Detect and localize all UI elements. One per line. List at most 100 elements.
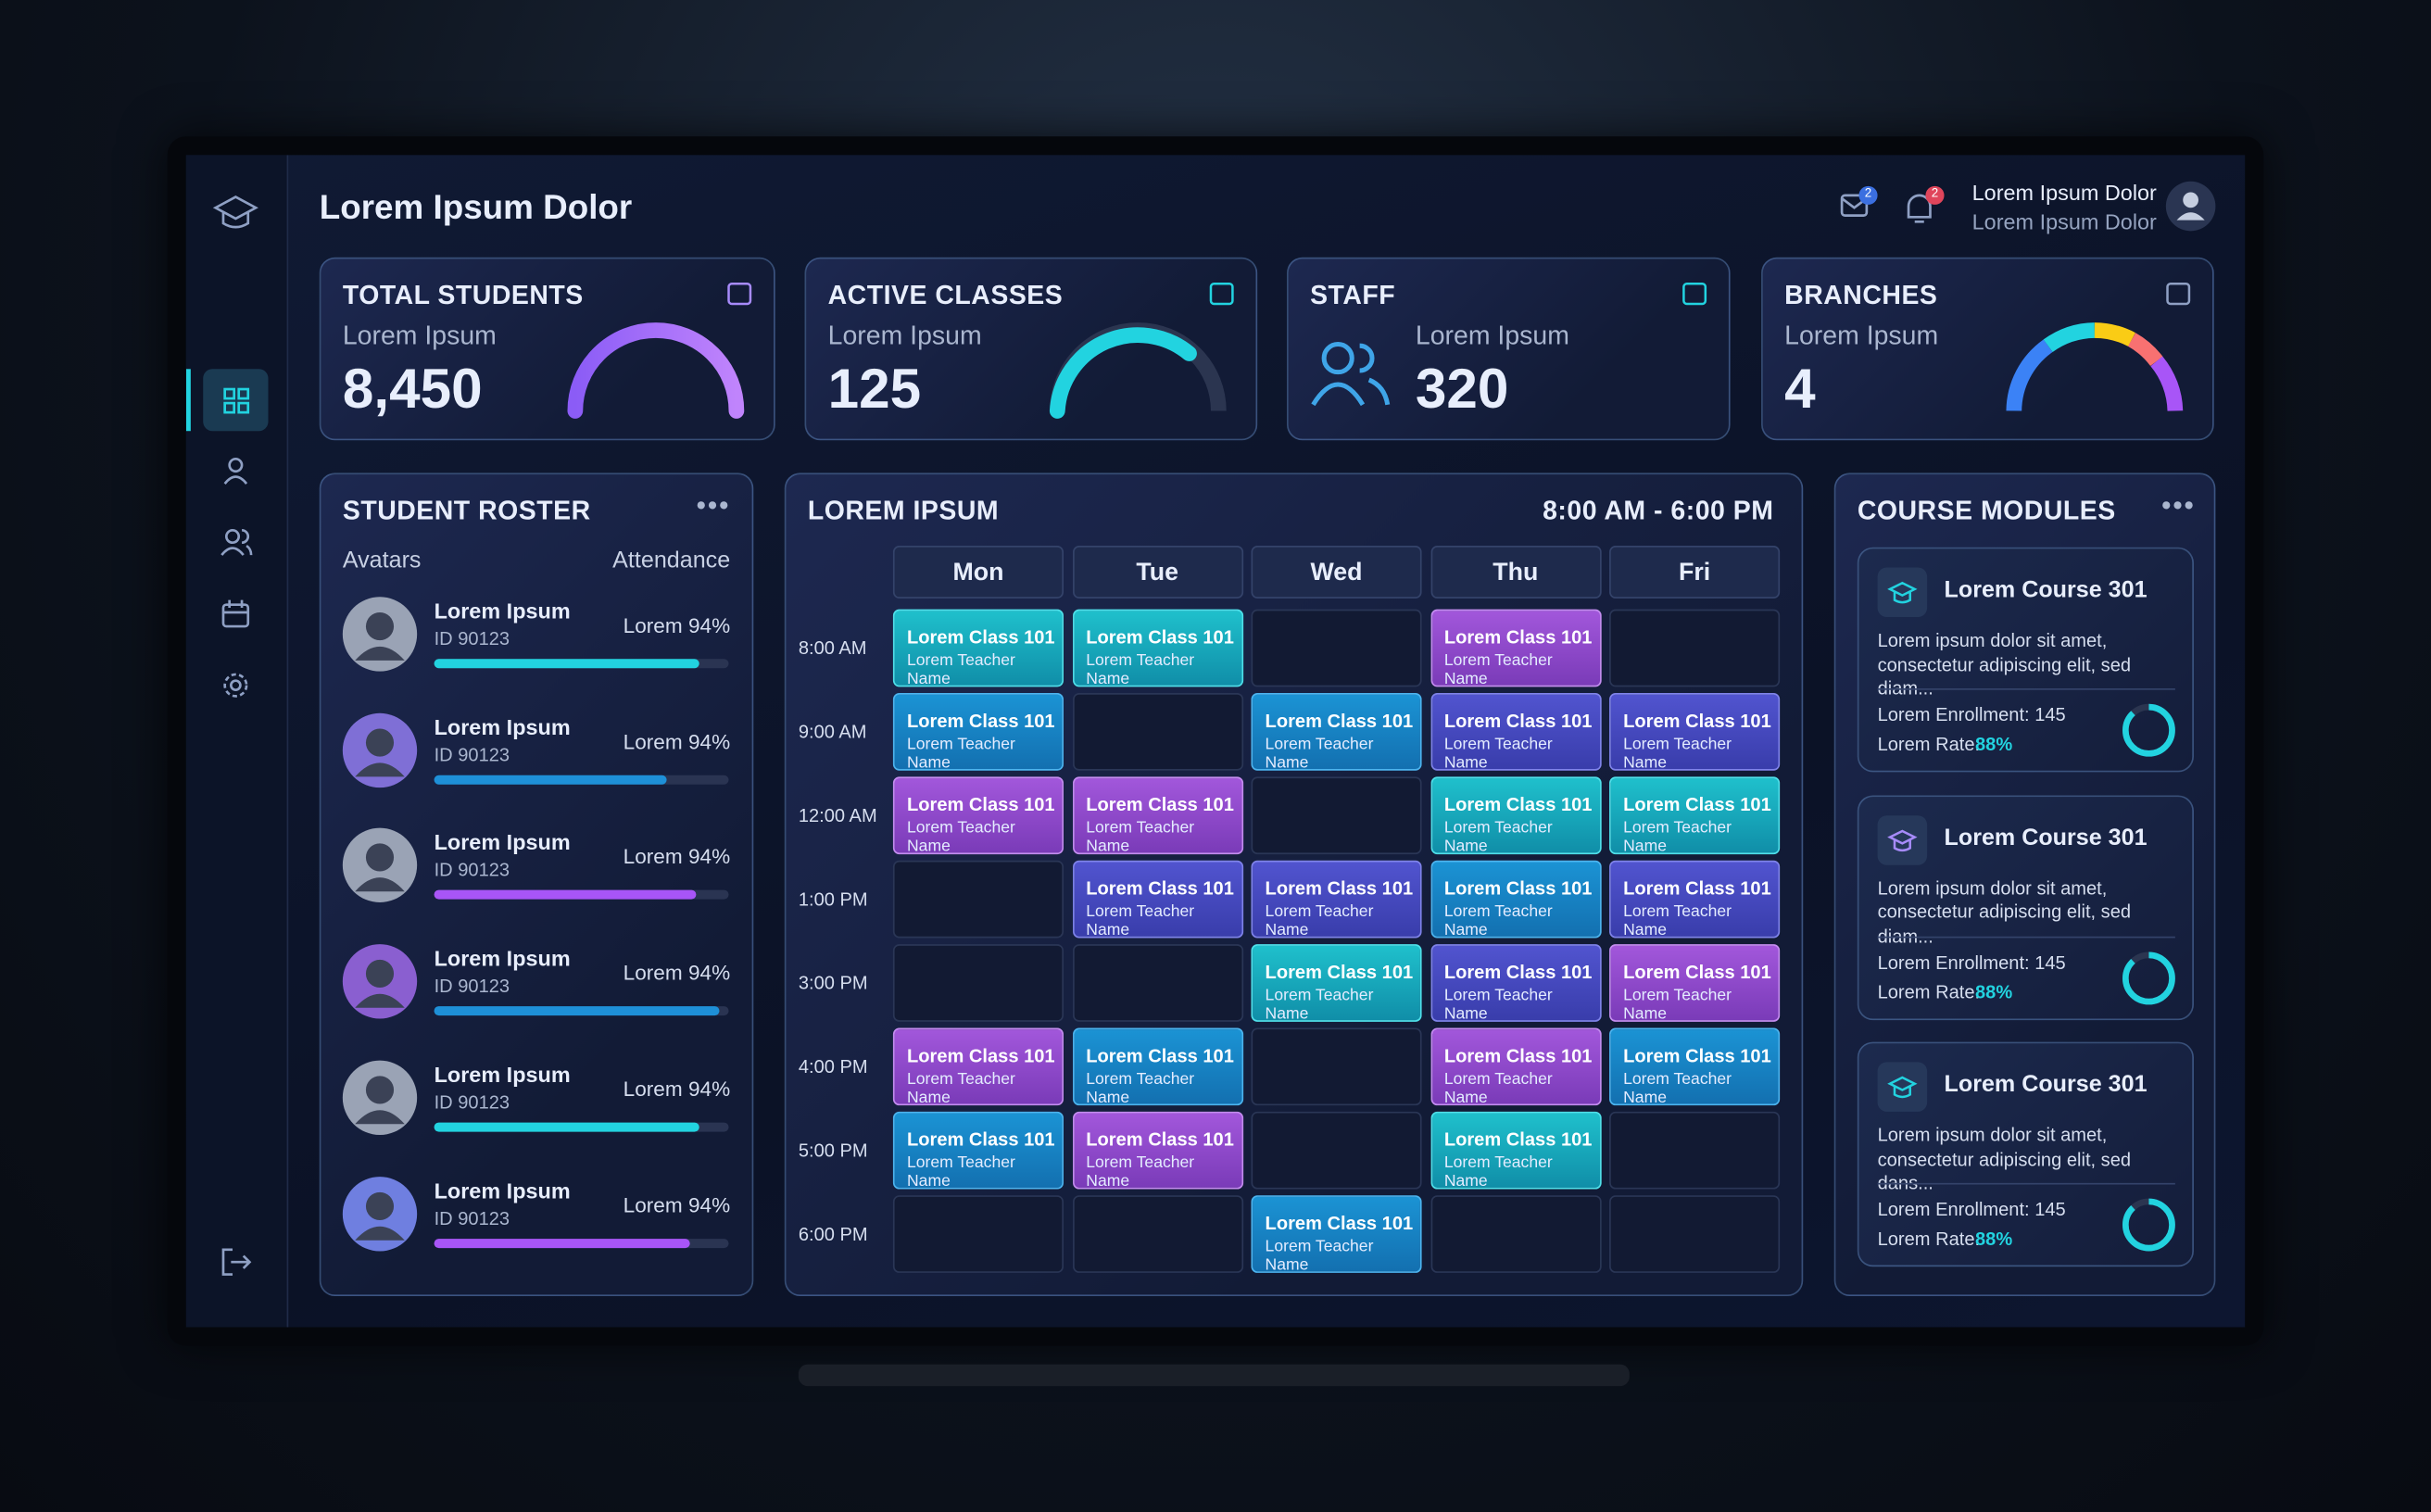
course-card[interactable]: Lorem Course 301 Lorem ipsum dolor sit a… [1857, 1041, 2194, 1267]
empty-slot[interactable] [1072, 693, 1243, 771]
header-icons [1840, 185, 1945, 223]
course-card[interactable]: Lorem Course 301 Lorem ipsum dolor sit a… [1857, 794, 2194, 1020]
class-slot[interactable]: Lorem Class 101 Lorem Teacher Name [1609, 776, 1781, 856]
nav-calendar[interactable] [221, 599, 250, 628]
class-slot[interactable]: Lorem Class 101 Lorem Teacher Name [1609, 944, 1781, 1024]
class-slot[interactable]: Lorem Class 101 Lorem Teacher Name [1251, 944, 1422, 1024]
nav-active[interactable] [203, 369, 269, 432]
nav-logout[interactable] [221, 1248, 252, 1276]
class-name: Lorem Class 101 [906, 1044, 1055, 1067]
class-name: Lorem Class 101 [906, 793, 1055, 816]
class-name: Lorem Class 101 [906, 1128, 1055, 1151]
class-slot[interactable]: Lorem Class 101 Lorem Teacher Name [1072, 609, 1243, 688]
empty-slot[interactable] [1251, 609, 1422, 687]
stat-value: 4 [1784, 356, 1816, 421]
empty-slot[interactable] [1072, 1195, 1243, 1273]
empty-slot[interactable] [1430, 1195, 1601, 1273]
class-slot[interactable]: Lorem Class 101 Lorem Teacher Name [1430, 1111, 1601, 1191]
empty-slot[interactable] [1251, 776, 1422, 855]
stat-card[interactable]: ACTIVE CLASSES Lorem Ipsum 125 [804, 257, 1258, 441]
class-teacher: Lorem Teacher Name [1443, 1153, 1553, 1191]
class-slot[interactable]: Lorem Class 101 Lorem Teacher Name [1430, 609, 1601, 689]
class-slot[interactable]: Lorem Class 101 Lorem Teacher Name [1609, 693, 1781, 772]
course-icon [1877, 814, 1928, 864]
student-avatar [342, 1176, 418, 1251]
stat-card[interactable]: STAFF Lorem Ipsum 320 [1286, 257, 1731, 441]
class-slot[interactable]: Lorem Class 101 Lorem Teacher Name [892, 693, 1064, 773]
empty-slot[interactable] [1251, 1111, 1422, 1190]
user-avatar[interactable] [2164, 180, 2217, 233]
nav-dashboard[interactable] [223, 387, 250, 414]
class-name: Lorem Class 101 [1623, 961, 1771, 983]
attendance-fill [434, 1238, 691, 1248]
class-slot[interactable]: Lorem Class 101 Lorem Teacher Name [1430, 693, 1601, 772]
class-name: Lorem Class 101 [906, 626, 1055, 649]
class-name: Lorem Class 101 [1265, 961, 1414, 983]
courses-menu[interactable]: ••• [2160, 489, 2196, 522]
course-ring [2122, 951, 2175, 1004]
empty-slot[interactable] [1609, 609, 1781, 687]
class-slot[interactable]: Lorem Class 101 Lorem Teacher Name [1251, 1195, 1422, 1275]
class-slot[interactable]: Lorem Class 101 Lorem Teacher Name [1609, 860, 1781, 939]
stat-card[interactable]: BRANCHES Lorem Ipsum 4 [1761, 257, 2214, 441]
class-slot[interactable]: Lorem Class 101 Lorem Teacher Name [1072, 860, 1243, 939]
class-teacher: Lorem Teacher Name [906, 1069, 1015, 1107]
class-teacher: Lorem Teacher Name [906, 735, 1015, 773]
mail-badge: 2 [1864, 185, 1872, 200]
roster-menu[interactable]: ••• [696, 489, 731, 522]
empty-slot[interactable] [1072, 944, 1243, 1022]
class-name: Lorem Class 101 [1443, 1128, 1593, 1151]
class-slot[interactable]: Lorem Class 101 Lorem Teacher Name [1430, 860, 1601, 939]
class-slot[interactable]: Lorem Class 101 Lorem Teacher Name [1430, 944, 1601, 1024]
student-attendance: Lorem 94% [623, 1077, 731, 1101]
class-teacher: Lorem Teacher Name [1265, 986, 1374, 1024]
empty-slot[interactable] [1609, 1195, 1781, 1273]
class-teacher: Lorem Teacher Name [906, 1153, 1015, 1191]
student-id: ID 90123 [434, 1090, 510, 1114]
empty-slot[interactable] [892, 1195, 1064, 1273]
course-description: Lorem ipsum dolor sit amet, consectetur … [1877, 876, 2132, 947]
stat-card[interactable]: TOTAL STUDENTS Lorem Ipsum 8,450 [319, 257, 775, 441]
empty-slot[interactable] [892, 860, 1064, 939]
empty-slot[interactable] [1609, 1111, 1781, 1190]
monitor-stand [798, 1364, 1630, 1387]
roster-panel: STUDENT ROSTER ••• Avatars Attendance Lo… [319, 472, 754, 1297]
class-teacher: Lorem Teacher Name [1623, 986, 1732, 1024]
stat-icon [727, 282, 752, 306]
class-slot[interactable]: Lorem Class 101 Lorem Teacher Name [1609, 1027, 1781, 1107]
bell-icon[interactable] [1907, 194, 1932, 223]
class-slot[interactable]: Lorem Class 101 Lorem Teacher Name [1072, 1027, 1243, 1107]
stat-gauge [1049, 322, 1227, 419]
class-slot[interactable]: Lorem Class 101 Lorem Teacher Name [1072, 1111, 1243, 1191]
class-teacher: Lorem Teacher Name [1443, 650, 1553, 689]
attendance-fill [434, 659, 699, 669]
empty-slot[interactable] [1251, 1027, 1422, 1106]
class-name: Lorem Class 101 [1086, 1044, 1234, 1067]
nav-users[interactable] [220, 528, 253, 556]
class-slot[interactable]: Lorem Class 101 Lorem Teacher Name [892, 609, 1064, 688]
class-slot[interactable]: Lorem Class 101 Lorem Teacher Name [892, 1027, 1064, 1107]
student-avatar [342, 712, 418, 788]
attendance-track [434, 1238, 729, 1248]
class-teacher: Lorem Teacher Name [1443, 986, 1553, 1024]
class-name: Lorem Class 101 [1086, 877, 1234, 900]
nav-settings[interactable] [223, 673, 248, 698]
empty-slot[interactable] [892, 944, 1064, 1022]
student-id: ID 90123 [434, 743, 510, 766]
nav-user[interactable] [223, 458, 248, 485]
course-card[interactable]: Lorem Course 301 Lorem ipsum dolor sit a… [1857, 547, 2194, 773]
class-slot[interactable]: Lorem Class 101 Lorem Teacher Name [1430, 776, 1601, 856]
class-name: Lorem Class 101 [1265, 877, 1414, 900]
class-slot[interactable]: Lorem Class 101 Lorem Teacher Name [1072, 776, 1243, 856]
stat-value: 125 [827, 356, 922, 421]
class-slot[interactable]: Lorem Class 101 Lorem Teacher Name [1430, 1027, 1601, 1107]
class-name: Lorem Class 101 [1443, 710, 1593, 732]
class-slot[interactable]: Lorem Class 101 Lorem Teacher Name [1251, 860, 1422, 939]
stat-icon [1682, 282, 1707, 306]
class-slot[interactable]: Lorem Class 101 Lorem Teacher Name [1251, 693, 1422, 772]
class-slot[interactable]: Lorem Class 101 Lorem Teacher Name [892, 776, 1064, 856]
class-slot[interactable]: Lorem Class 101 Lorem Teacher Name [892, 1111, 1064, 1191]
student-name: Lorem Ipsum [434, 1177, 571, 1203]
